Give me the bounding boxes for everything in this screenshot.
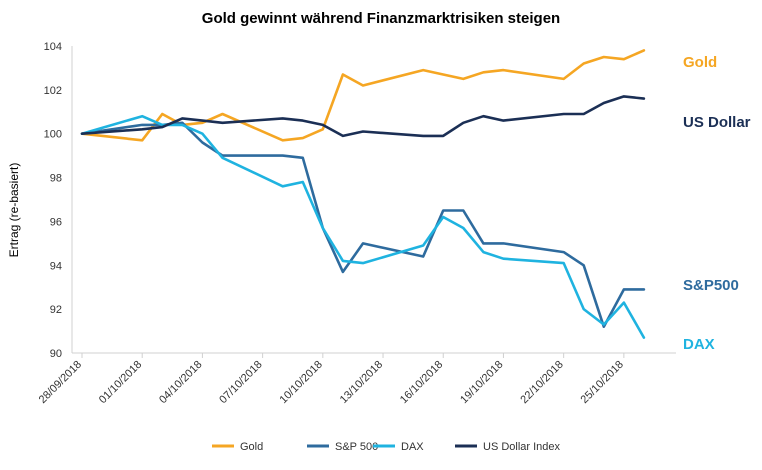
legend-label: S&P 500 bbox=[335, 441, 378, 453]
series-end-labels: Gold S&P500 DAX US Dollar bbox=[683, 54, 751, 353]
x-tick-label: 01/10/2018 bbox=[97, 359, 144, 406]
legend-label: DAX bbox=[401, 441, 424, 453]
y-tick-label: 92 bbox=[50, 304, 62, 316]
y-tick-label: 102 bbox=[44, 85, 62, 97]
y-axis-label: Ertrag (re-basiert) bbox=[7, 163, 21, 258]
end-label-us-dollar-index: US Dollar bbox=[683, 114, 751, 131]
y-tick-label: 104 bbox=[44, 41, 62, 53]
y-tick-label: 100 bbox=[44, 129, 62, 141]
legend-label: US Dollar Index bbox=[483, 441, 561, 453]
x-tick-label: 04/10/2018 bbox=[157, 359, 204, 406]
x-axis-ticks: 28/09/2018 01/10/2018 04/10/2018 07/10/2018… bbox=[37, 353, 626, 406]
series-line-s-p-500 bbox=[80, 121, 646, 329]
y-tick-label: 98 bbox=[50, 173, 62, 185]
x-tick-label: 07/10/2018 bbox=[217, 359, 264, 406]
end-label-gold: Gold bbox=[683, 54, 717, 71]
x-tick-label: 13/10/2018 bbox=[338, 359, 385, 406]
legend: Gold S&P 500 DAX US Dollar Index bbox=[212, 441, 561, 453]
series-line-us-dollar-index bbox=[80, 95, 646, 138]
series-line-gold bbox=[80, 49, 646, 142]
series-lines bbox=[80, 49, 646, 339]
series-line-dax bbox=[80, 114, 646, 339]
y-tick-label: 96 bbox=[50, 216, 62, 228]
x-tick-label: 16/10/2018 bbox=[398, 359, 445, 406]
end-label-dax: DAX bbox=[683, 336, 715, 353]
y-axis-ticks: 90 92 94 96 98 100 102 104 bbox=[44, 41, 62, 360]
x-tick-label: 28/09/2018 bbox=[37, 359, 84, 406]
legend-label: Gold bbox=[240, 441, 263, 453]
y-tick-label: 94 bbox=[50, 260, 62, 272]
x-tick-label: 22/10/2018 bbox=[518, 359, 565, 406]
x-tick-label: 19/10/2018 bbox=[458, 359, 505, 406]
end-label-s-p-500: S&P500 bbox=[683, 277, 739, 294]
y-tick-label: 90 bbox=[50, 348, 62, 360]
chart-title: Gold gewinnt während Finanzmarktrisiken … bbox=[202, 10, 560, 27]
x-tick-label: 25/10/2018 bbox=[579, 359, 626, 406]
x-tick-label: 10/10/2018 bbox=[278, 359, 325, 406]
